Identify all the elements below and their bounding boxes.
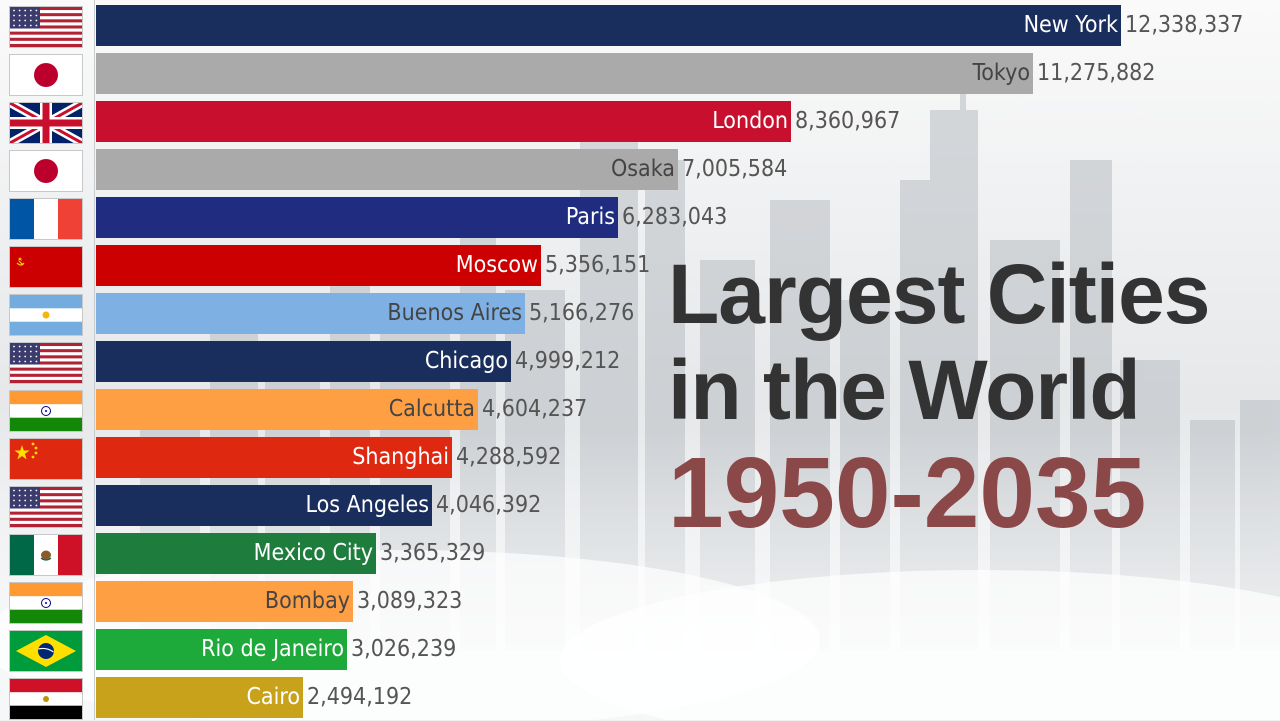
- bar-value-label: 7,005,584: [682, 156, 788, 182]
- bar-row: Chicago 4,999,212: [0, 341, 1280, 385]
- argentina-flag-icon: [10, 295, 82, 335]
- bar-row: Mexico City 3,365,329: [0, 533, 1280, 577]
- title-line-2: in the World: [668, 343, 1141, 437]
- axis-line: [94, 0, 95, 720]
- bar-label: New York: [1023, 12, 1118, 38]
- bar-value-label: 12,338,337: [1125, 12, 1244, 38]
- bar-label: Los Angeles: [305, 492, 429, 518]
- chart-title: Largest Cities in the World 1950-2035: [668, 246, 1268, 548]
- brazil-flag-icon: [10, 631, 82, 671]
- bar-value-label: 2,494,192: [307, 684, 413, 710]
- egypt-flag-icon: [10, 679, 82, 719]
- uk-flag-icon: [10, 103, 82, 143]
- japan-flag-icon: [10, 55, 82, 95]
- bar-row: Los Angeles 4,046,392: [0, 485, 1280, 529]
- bar-label: Paris: [565, 204, 615, 230]
- bar-row: Buenos Aires 5,166,276: [0, 293, 1280, 337]
- bar-label: London: [712, 108, 788, 134]
- bar-label: Tokyo: [972, 60, 1030, 86]
- title-line-1: Largest Cities: [668, 247, 1211, 341]
- bar-row: Paris 6,283,043: [0, 197, 1280, 241]
- bar-label: Calcutta: [388, 396, 475, 422]
- bar-value-label: 5,356,151: [545, 252, 651, 278]
- bar: [96, 197, 618, 238]
- bar-value-label: 3,089,323: [357, 588, 463, 614]
- bar-label: Buenos Aires: [387, 300, 522, 326]
- bar-value-label: 4,046,392: [436, 492, 542, 518]
- bar-label: Rio de Janeiro: [201, 636, 344, 662]
- bar: [96, 389, 478, 430]
- bar: [96, 581, 353, 622]
- bar: [96, 341, 511, 382]
- france-flag-icon: [10, 199, 82, 239]
- bar-label: Chicago: [424, 348, 508, 374]
- bar-label: Osaka: [610, 156, 675, 182]
- bar-value-label: 3,365,329: [380, 540, 486, 566]
- bar: [96, 533, 376, 574]
- bar-row: London 8,360,967: [0, 101, 1280, 145]
- bar: [96, 149, 678, 190]
- india-flag-icon: [10, 391, 82, 431]
- ussr-flag-icon: [10, 247, 82, 287]
- china-flag-icon: [10, 439, 82, 479]
- usa-flag-icon: [10, 7, 82, 47]
- usa-flag-icon: [10, 487, 82, 527]
- bar-value-label: 4,999,212: [515, 348, 621, 374]
- japan-flag-icon: [10, 151, 82, 191]
- mexico-flag-icon: [10, 535, 82, 575]
- bar: [96, 485, 432, 526]
- bar-row: Rio de Janeiro 3,026,239: [0, 629, 1280, 673]
- bar-row: Osaka 7,005,584: [0, 149, 1280, 193]
- bar-row: Moscow 5,356,151: [0, 245, 1280, 289]
- bar: [96, 677, 303, 718]
- bar-value-label: 4,288,592: [456, 444, 562, 470]
- india-flag-icon: [10, 583, 82, 623]
- bar-value-label: 3,026,239: [351, 636, 457, 662]
- bar: [96, 53, 1033, 94]
- bar: [96, 101, 791, 142]
- bar: [96, 293, 525, 334]
- bar-value-label: 11,275,882: [1037, 60, 1156, 86]
- bar-value-label: 8,360,967: [795, 108, 901, 134]
- bar-label: Cairo: [246, 684, 300, 710]
- bar-row: Cairo 2,494,192: [0, 677, 1280, 721]
- bar: [96, 437, 452, 478]
- bar-label: Shanghai: [352, 444, 449, 470]
- bar-row: Bombay 3,089,323: [0, 581, 1280, 625]
- bar-row: Tokyo 11,275,882: [0, 53, 1280, 97]
- bar-label: Bombay: [264, 588, 350, 614]
- title-years: 1950-2035: [668, 437, 1147, 549]
- bar: [96, 245, 541, 286]
- bar-value-label: 4,604,237: [482, 396, 588, 422]
- bar-label: Moscow: [455, 252, 538, 278]
- bar: [96, 5, 1121, 46]
- usa-flag-icon: [10, 343, 82, 383]
- bar-label: Mexico City: [253, 540, 373, 566]
- bar-row: Shanghai 4,288,592: [0, 437, 1280, 481]
- bar-row: New York 12,338,337: [0, 5, 1280, 49]
- bar-value-label: 5,166,276: [529, 300, 635, 326]
- bar-row: Calcutta 4,604,237: [0, 389, 1280, 433]
- bar-value-label: 6,283,043: [622, 204, 728, 230]
- bar: [96, 629, 347, 670]
